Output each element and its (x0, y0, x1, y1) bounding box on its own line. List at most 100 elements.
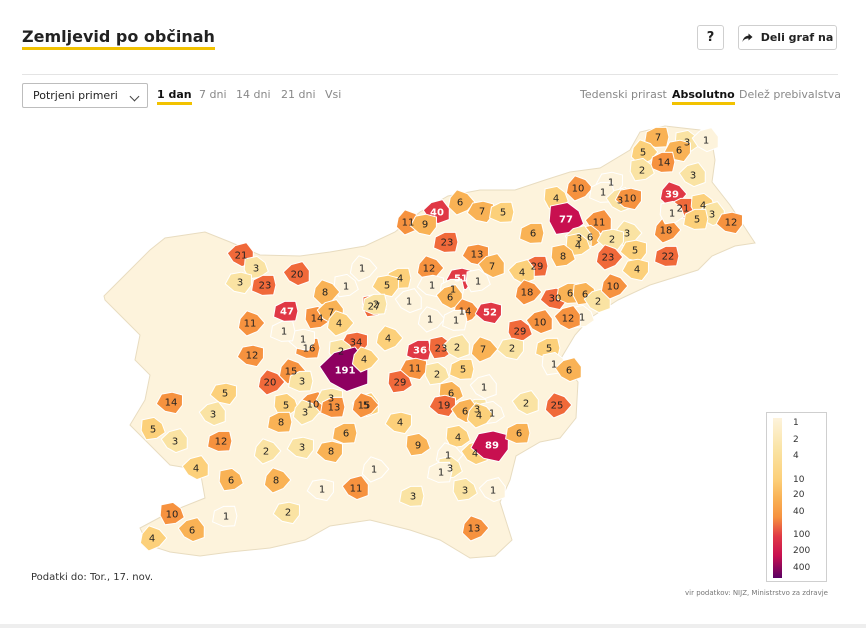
municipality-area[interactable] (181, 455, 209, 481)
share-button[interactable]: Deli graf na (738, 25, 837, 50)
municipality-area[interactable] (554, 357, 582, 383)
tab-1-dan[interactable]: 1 dan (157, 88, 192, 105)
municipality-area[interactable] (600, 273, 629, 300)
municipality-area[interactable] (263, 467, 292, 494)
municipality-area[interactable] (445, 424, 471, 449)
tab-tedenski-prirast[interactable]: Tedenski prirast (580, 88, 667, 101)
municipality-area[interactable] (218, 467, 244, 492)
municipality-area[interactable] (286, 436, 315, 460)
municipality-area[interactable] (139, 525, 168, 552)
municipality-area[interactable] (236, 344, 265, 368)
municipality-area[interactable] (654, 245, 680, 267)
municipality-area[interactable] (519, 222, 545, 244)
municipality-area[interactable] (320, 396, 346, 418)
municipality-area[interactable] (405, 432, 431, 457)
municipality-area[interactable] (361, 456, 390, 483)
tab-absolutno[interactable]: Absolutno (672, 88, 735, 105)
municipality-area[interactable] (478, 477, 506, 503)
municipality-area[interactable] (619, 239, 648, 263)
municipality-area[interactable] (644, 126, 670, 148)
municipality-area[interactable] (435, 284, 463, 310)
municipality-area[interactable] (629, 157, 655, 182)
municipality-area[interactable] (595, 244, 624, 271)
municipality-area[interactable] (140, 416, 166, 441)
municipality-area[interactable] (207, 430, 233, 452)
municipality-area[interactable] (715, 211, 744, 235)
municipality-area[interactable] (282, 261, 310, 287)
municipality-area[interactable] (341, 475, 369, 501)
municipality-area[interactable] (349, 255, 378, 282)
municipality-area[interactable] (333, 273, 359, 298)
municipality-area[interactable] (306, 478, 335, 502)
municipality-area[interactable] (159, 501, 185, 526)
municipality-area[interactable] (424, 361, 450, 386)
municipality-area[interactable] (621, 258, 650, 282)
municipality-area[interactable] (399, 485, 425, 507)
municipality-area[interactable] (160, 428, 188, 454)
municipality-area[interactable] (650, 151, 676, 173)
municipality-area[interactable] (659, 200, 685, 225)
municipality-area[interactable] (474, 301, 503, 325)
municipality-area[interactable] (287, 328, 316, 352)
tab-14-dni[interactable]: 14 dni (236, 88, 271, 101)
municipality-area[interactable] (273, 300, 299, 322)
municipality-area[interactable] (332, 422, 358, 444)
municipality-area[interactable] (315, 440, 344, 464)
municipality-area[interactable] (371, 274, 400, 298)
tab-delez-prebivalstva[interactable]: Delež prebivalstva (739, 88, 842, 101)
municipality-area[interactable] (442, 334, 470, 360)
municipality-area[interactable] (544, 392, 573, 419)
municipality-area[interactable] (553, 305, 581, 331)
municipality-area[interactable] (237, 310, 266, 337)
municipality-area[interactable] (257, 369, 286, 396)
municipality-area[interactable] (253, 438, 282, 465)
municipality-area[interactable] (209, 382, 238, 406)
tab-vsi[interactable]: Vsi (325, 88, 342, 101)
municipality-area[interactable] (511, 390, 539, 416)
municipality-area[interactable] (449, 358, 475, 380)
municipality-area[interactable] (461, 515, 490, 542)
municipality-area[interactable] (452, 477, 478, 502)
municipality-area[interactable] (224, 271, 253, 295)
municipality-area[interactable] (691, 127, 719, 153)
municipality-area[interactable] (292, 399, 321, 426)
municipality-area[interactable] (465, 268, 491, 293)
municipality-area[interactable] (288, 370, 314, 392)
municipality-area[interactable] (155, 391, 184, 415)
municipality-area[interactable] (375, 325, 404, 352)
municipality-area[interactable] (678, 162, 706, 188)
municipality-area[interactable] (394, 288, 422, 314)
municipality-area[interactable] (477, 253, 505, 279)
municipality-area[interactable] (683, 208, 709, 230)
help-button[interactable]: ? (697, 25, 724, 50)
municipality-area[interactable] (470, 430, 509, 463)
municipality-area[interactable] (653, 217, 682, 244)
municipality-area[interactable] (351, 392, 380, 419)
municipality-area[interactable] (312, 279, 341, 306)
municipality-area[interactable] (550, 243, 576, 268)
municipality-area[interactable] (406, 339, 432, 361)
municipality-area[interactable] (267, 411, 293, 433)
municipality-area[interactable] (212, 505, 238, 527)
municipality-area[interactable] (326, 310, 355, 337)
municipality-area[interactable] (351, 346, 380, 373)
municipality-area[interactable] (177, 517, 205, 543)
municipality-area[interactable] (614, 187, 643, 211)
municipality-area[interactable] (409, 213, 438, 237)
municipality-area[interactable] (505, 422, 531, 444)
municipality-area[interactable] (384, 411, 413, 435)
tab-21-dni[interactable]: 21 dni (281, 88, 316, 101)
municipality-area[interactable] (525, 309, 553, 335)
municipality-area[interactable] (469, 374, 497, 400)
municipality-area[interactable] (496, 337, 525, 361)
municipality-area[interactable] (362, 293, 388, 315)
municipality-area[interactable] (427, 461, 453, 483)
municipality-area[interactable] (251, 274, 277, 296)
municipality-area[interactable] (447, 189, 476, 216)
municipality-area[interactable] (198, 401, 226, 427)
municipality-area[interactable] (270, 320, 296, 342)
municipality-area[interactable] (514, 279, 543, 306)
tab-7-dni[interactable]: 7 dni (199, 88, 227, 101)
metric-select[interactable]: Potrjeni primeri (22, 83, 148, 108)
municipality-area[interactable] (433, 231, 459, 253)
